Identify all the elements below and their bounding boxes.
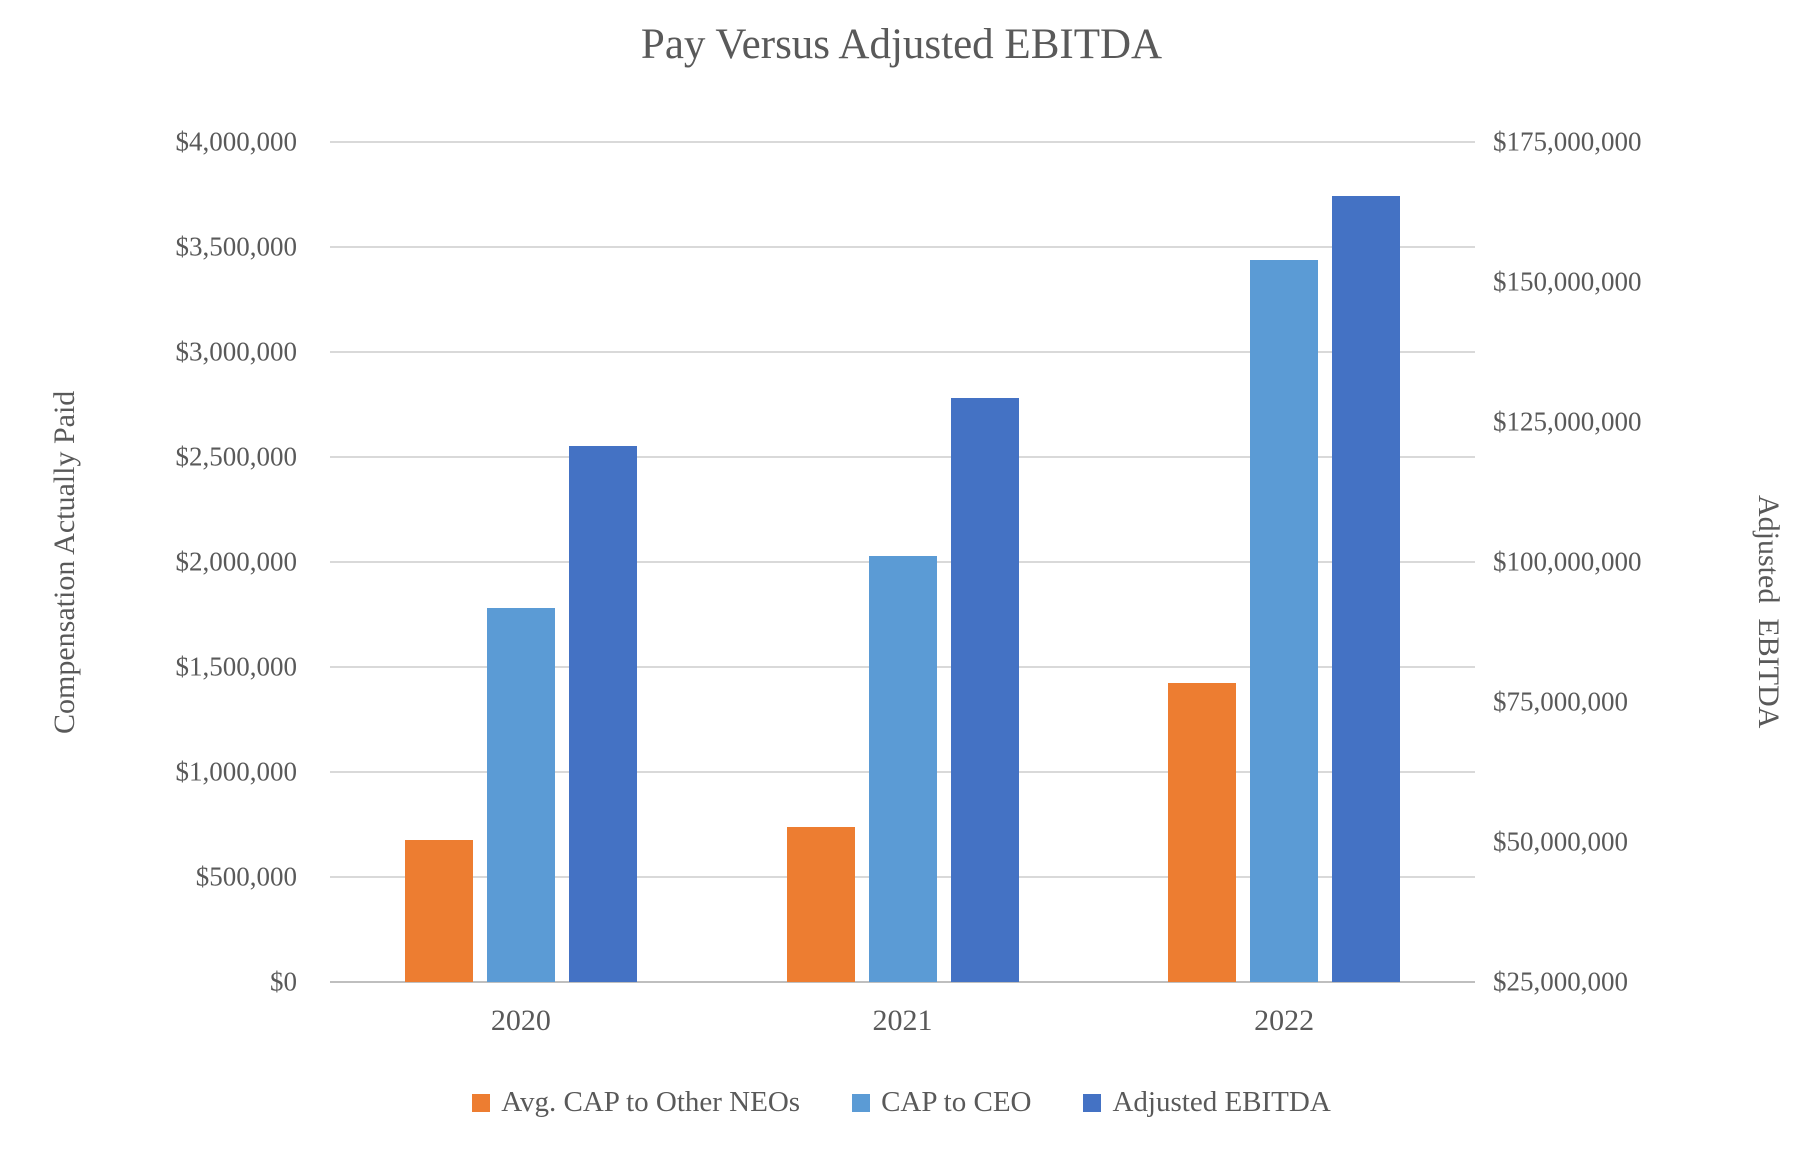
right-axis-tick-label: $125,000,000 bbox=[1493, 406, 1642, 437]
left-axis-tick-label: $2,000,000 bbox=[175, 546, 298, 577]
left-axis-tick-label: $1,500,000 bbox=[175, 651, 298, 682]
legend: Avg. CAP to Other NEOs CAP to CEO Adjusted… bbox=[0, 1086, 1803, 1119]
bar-2022-series-1 bbox=[1168, 683, 1236, 982]
bar-2021-series-1 bbox=[787, 827, 855, 982]
bar-2020-series-3 bbox=[569, 446, 637, 982]
right-axis-tick-label: $175,000,000 bbox=[1493, 126, 1642, 157]
bar-2022-series-3 bbox=[1332, 196, 1400, 982]
right-axis-tick-label: $150,000,000 bbox=[1493, 266, 1642, 297]
plot-area bbox=[330, 141, 1475, 983]
gridline bbox=[330, 351, 1475, 353]
left-axis-tick-label: $0 bbox=[270, 966, 297, 997]
bar-2021-series-3 bbox=[951, 398, 1019, 982]
left-axis-tick-label: $2,500,000 bbox=[175, 441, 298, 472]
left-axis-tick-label: $1,000,000 bbox=[175, 756, 298, 787]
right-axis-title: Adjusted EBITDA bbox=[1752, 495, 1785, 729]
legend-item: Adjusted EBITDA bbox=[1083, 1086, 1331, 1119]
right-axis-tick-label: $50,000,000 bbox=[1493, 826, 1628, 857]
legend-item: CAP to CEO bbox=[852, 1086, 1031, 1119]
legend-swatch-icon bbox=[472, 1093, 491, 1112]
category-label-2022: 2022 bbox=[1254, 1004, 1315, 1037]
left-axis-tick-label: $3,500,000 bbox=[175, 231, 298, 262]
bar-2022-series-2 bbox=[1250, 260, 1318, 982]
legend-swatch-icon bbox=[852, 1093, 871, 1112]
left-axis-tick-label: $4,000,000 bbox=[175, 126, 298, 157]
gridline bbox=[330, 246, 1475, 248]
bar-2021-series-2 bbox=[869, 556, 937, 982]
legend-label: Avg. CAP to Other NEOs bbox=[501, 1086, 801, 1118]
legend-swatch-icon bbox=[1083, 1093, 1102, 1112]
left-axis-tick-label: $500,000 bbox=[195, 861, 297, 892]
legend-item: Avg. CAP to Other NEOs bbox=[472, 1086, 800, 1119]
left-axis-title: Compensation Actually Paid bbox=[48, 390, 81, 734]
x-axis-line bbox=[330, 981, 1475, 983]
gridline bbox=[330, 456, 1475, 458]
right-axis-tick-label: $75,000,000 bbox=[1493, 686, 1628, 717]
gridline bbox=[330, 141, 1475, 143]
bar-2020-series-2 bbox=[487, 608, 555, 982]
legend-label: Adjusted EBITDA bbox=[1112, 1086, 1331, 1118]
bar-2020-series-1 bbox=[405, 840, 473, 982]
legend-label: CAP to CEO bbox=[881, 1086, 1032, 1118]
category-label-2021: 2021 bbox=[872, 1004, 933, 1037]
right-axis-tick-label: $100,000,000 bbox=[1493, 546, 1642, 577]
category-label-2020: 2020 bbox=[490, 1004, 551, 1037]
left-axis-tick-label: $3,000,000 bbox=[175, 336, 298, 367]
chart-title: Pay Versus Adjusted EBITDA bbox=[640, 21, 1163, 68]
right-axis-tick-label: $25,000,000 bbox=[1493, 966, 1628, 997]
